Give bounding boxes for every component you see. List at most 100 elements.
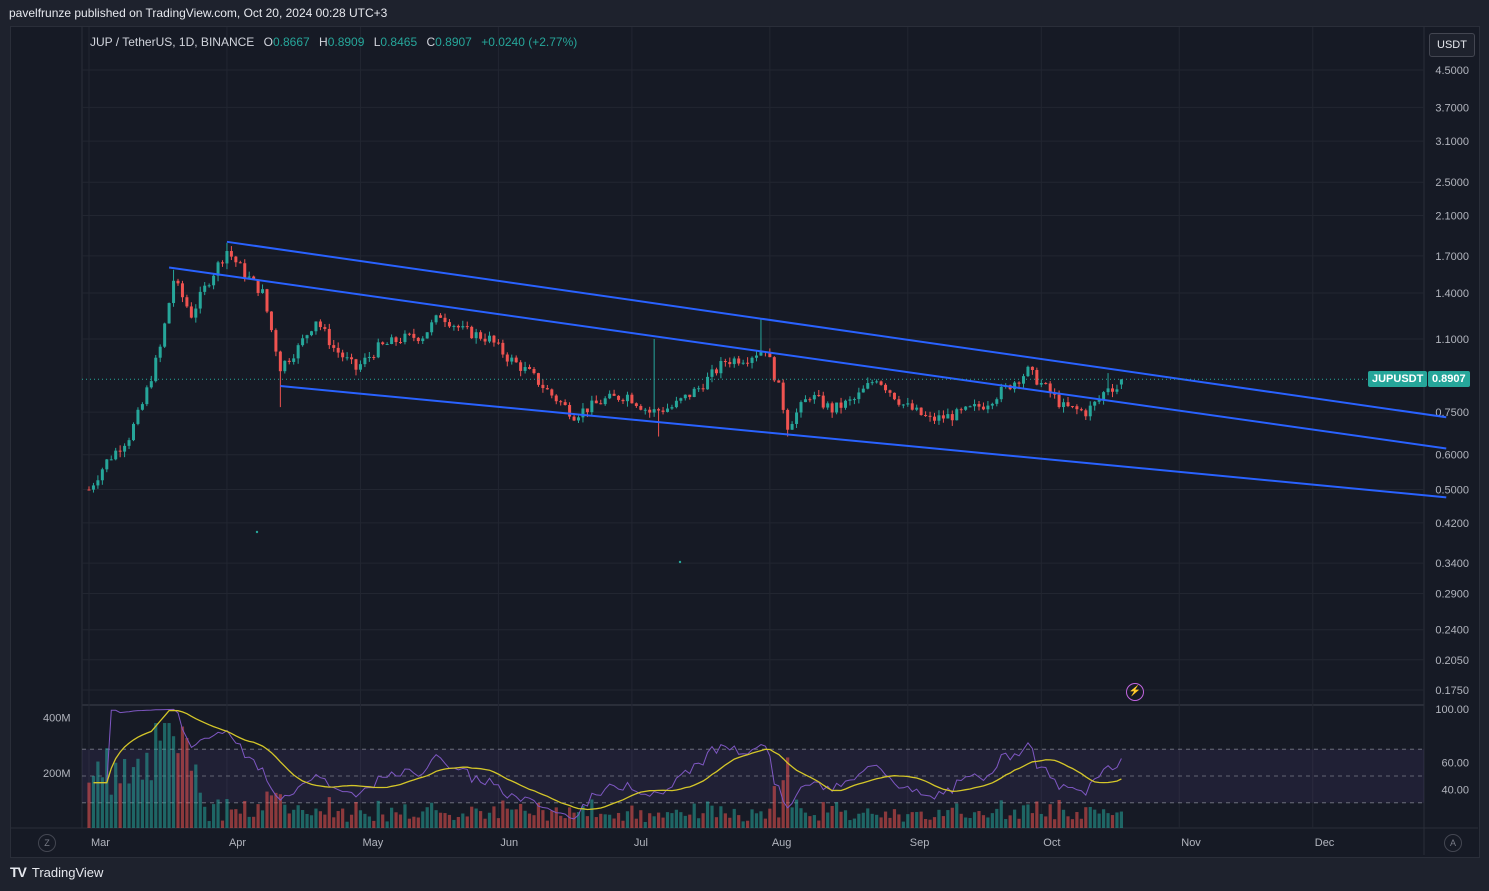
volume-bar [87, 782, 91, 828]
volume-bar [398, 814, 403, 828]
volume-bar [1061, 809, 1066, 828]
time-tick-label: Mar [91, 837, 110, 849]
legend-open-value: 0.8667 [272, 35, 310, 49]
currency-button[interactable]: USDT [1429, 33, 1475, 57]
volume-bar [661, 817, 665, 828]
candle-body [968, 406, 972, 408]
volume-bar [986, 817, 990, 828]
candle-body [706, 376, 710, 390]
time-tick-label: Nov [1181, 837, 1201, 849]
volume-bar [879, 817, 883, 828]
volume-bar [269, 795, 274, 828]
volume-bar [194, 764, 198, 828]
volume-bar [390, 807, 394, 828]
volume-bar [487, 812, 492, 828]
volume-bar [964, 817, 968, 828]
volume-bar [385, 821, 389, 828]
volume-bar [131, 767, 136, 828]
price-tick-label: 0.5000 [1435, 485, 1469, 497]
volume-bar [599, 813, 603, 828]
volume-bar [407, 818, 411, 828]
candle-body [367, 356, 371, 358]
candle-body [950, 414, 954, 421]
marker-dot [255, 530, 259, 534]
candle-body [981, 406, 985, 410]
candle-body [136, 409, 140, 424]
volume-bar [247, 816, 251, 828]
volume-bar [523, 810, 527, 828]
volume-bar [683, 815, 687, 828]
auto-scale-button[interactable]: A [1444, 834, 1462, 852]
volume-bar [866, 808, 870, 828]
volume-bar [220, 820, 225, 828]
volume-bar [1070, 819, 1075, 828]
candle-body [496, 342, 500, 344]
candle-body [755, 355, 758, 358]
candle-body [670, 407, 674, 409]
volume-bar [1057, 799, 1061, 828]
volume-bar [941, 816, 945, 828]
volume-bar [705, 801, 710, 828]
candle-body [243, 263, 247, 278]
volume-bar [1026, 804, 1030, 828]
candle-body [479, 332, 483, 339]
candle-body [443, 317, 447, 323]
left-scale-button[interactable]: Z [38, 834, 56, 852]
volume-bar [376, 800, 380, 828]
candle-body [305, 335, 309, 339]
price-tick-label: 0.3400 [1435, 558, 1469, 570]
candle-body [198, 291, 202, 309]
volume-bar [403, 804, 407, 828]
candle-body [514, 357, 518, 363]
volume-bar [287, 813, 291, 828]
volume-bar [421, 811, 425, 828]
candle-body [541, 384, 545, 389]
candle-body [768, 352, 772, 358]
channel-trendline [226, 240, 1447, 419]
volume-bar [710, 805, 714, 828]
volume-bar [692, 803, 696, 828]
volume-bar [145, 752, 149, 828]
volume-bar [434, 810, 438, 828]
candle-body [283, 360, 287, 372]
candle-body [332, 345, 336, 348]
volume-bar [505, 808, 509, 828]
legend-high-value: 0.8909 [327, 35, 365, 49]
volume-bar [741, 821, 745, 828]
volume-bar [305, 813, 309, 828]
volume-bar [906, 814, 910, 828]
lightning-icon[interactable]: ⚡ [1126, 683, 1144, 701]
price-tick-label: 3.7000 [1435, 102, 1469, 114]
legend-low-value: 0.8465 [380, 35, 418, 49]
volume-bar [999, 800, 1003, 828]
volume-bar [136, 758, 140, 828]
price-tick-label: 0.1750 [1435, 685, 1469, 697]
channel-trendline [280, 384, 1447, 499]
candle-body [946, 414, 950, 419]
candle-body [505, 354, 509, 362]
volume-bar [835, 802, 839, 828]
candle-body [857, 392, 861, 400]
candle-body [358, 364, 362, 370]
volume-bar [416, 817, 420, 828]
candle-body [447, 322, 451, 327]
volume-bar [91, 775, 96, 828]
volume-bar [625, 811, 630, 828]
volume-bar [688, 814, 692, 828]
candle-body [661, 410, 665, 412]
candle-body [327, 328, 331, 346]
volume-bar [910, 812, 914, 828]
marker-dot [678, 560, 682, 564]
volume-bar [750, 809, 754, 828]
symbol-price-tag: JUPUSDT [1368, 371, 1428, 387]
volume-bar [959, 813, 963, 828]
candle-body [692, 388, 696, 398]
candle-body [959, 409, 963, 411]
candle-body [612, 393, 616, 396]
volume-bar [817, 820, 821, 828]
candle-body [470, 326, 474, 339]
candle-body [710, 369, 714, 377]
publisher-line: pavelfrunze published on TradingView.com… [9, 6, 388, 20]
volume-bar [167, 723, 171, 828]
